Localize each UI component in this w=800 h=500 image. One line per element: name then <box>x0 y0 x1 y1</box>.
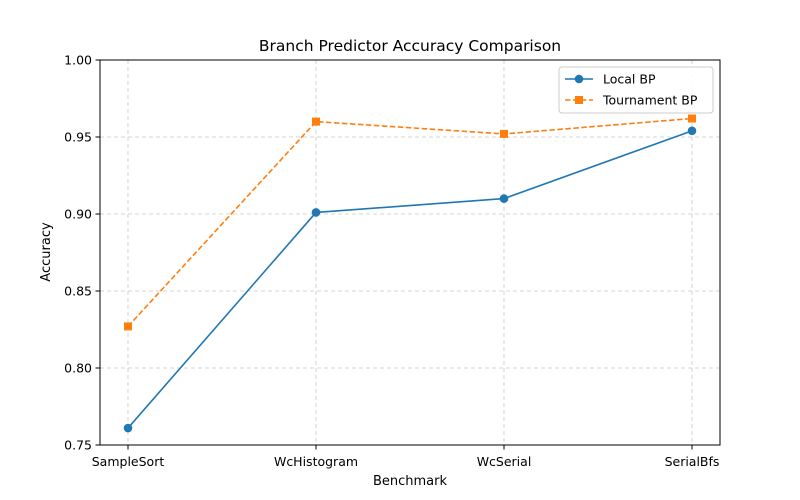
data-point-tournament-bp <box>124 322 132 331</box>
grid-lines <box>100 60 720 445</box>
series-layer <box>123 114 697 433</box>
legend: Local BP Tournament BP <box>558 66 714 114</box>
series-line-local-bp <box>127 130 693 429</box>
y-axis-label: Accuracy <box>39 222 54 282</box>
data-point-local-bp <box>311 208 321 217</box>
legend-marker-local-bp <box>574 74 584 84</box>
data-point-tournament-bp <box>688 114 696 123</box>
y-tick-label: 1.00 <box>64 53 92 68</box>
y-tick-label: 0.85 <box>64 284 92 299</box>
legend-label-tournament-bp: Tournament BP <box>602 93 698 108</box>
y-axis-ticks: 0.75 0.80 0.85 0.90 0.95 1.00 <box>64 53 100 453</box>
y-tick-label: 0.95 <box>64 130 92 145</box>
data-point-tournament-bp <box>500 129 508 138</box>
x-tick-label: WcSerial <box>477 454 532 469</box>
y-tick-label: 0.90 <box>64 207 92 222</box>
x-axis-ticks: SampleSort WcHistogram WcSerial SerialBfs <box>92 445 720 469</box>
legend-label-local-bp: Local BP <box>603 72 656 87</box>
y-tick-label: 0.80 <box>64 361 92 376</box>
x-tick-label: SerialBfs <box>665 454 720 469</box>
data-point-local-bp <box>499 194 509 203</box>
data-point-local-bp <box>123 423 133 433</box>
chart-title: Branch Predictor Accuracy Comparison <box>259 37 561 55</box>
data-point-local-bp <box>687 126 697 136</box>
y-tick-label: 0.75 <box>64 438 92 453</box>
series-line-tournament-bp <box>127 117 693 327</box>
x-axis-label: Benchmark <box>373 474 448 489</box>
legend-marker-tournament-bp <box>575 96 583 104</box>
legend-frame <box>558 66 714 114</box>
plot-area-frame <box>99 59 721 446</box>
x-tick-label: SampleSort <box>92 454 165 469</box>
x-tick-label: WcHistogram <box>274 454 358 469</box>
data-point-tournament-bp <box>312 117 320 126</box>
